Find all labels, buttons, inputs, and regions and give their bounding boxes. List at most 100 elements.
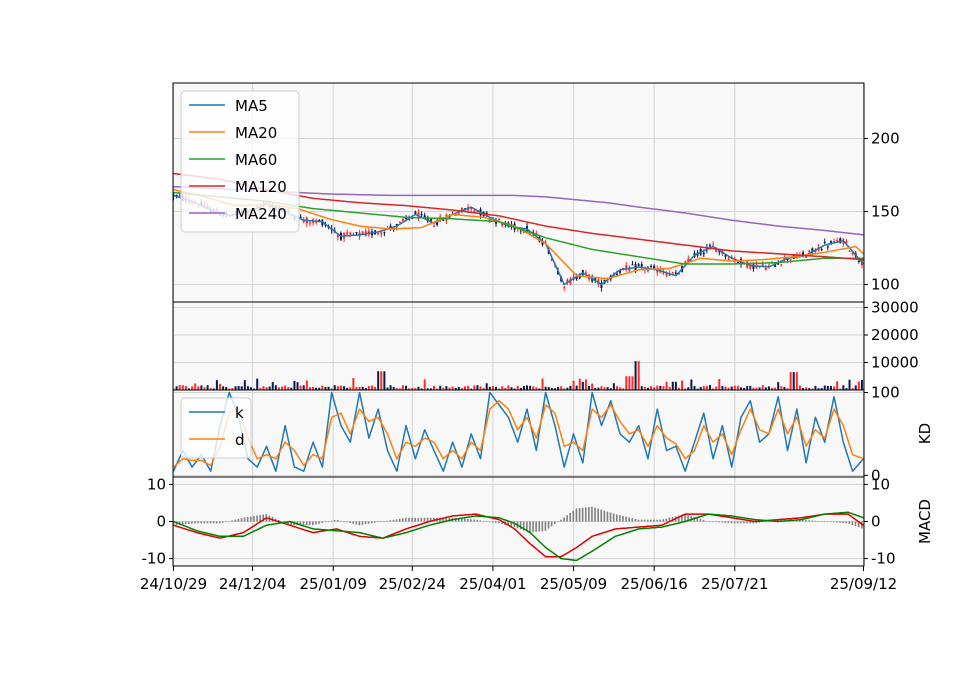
macd-hist-bar	[541, 521, 544, 532]
macd-hist-bar	[566, 515, 568, 522]
macd-hist-bar	[470, 519, 472, 522]
macd-hist-bar	[476, 519, 479, 522]
candle-body	[476, 211, 479, 213]
volume-bar	[640, 386, 643, 390]
macd-hist-bar	[374, 521, 376, 523]
macd-hist-bar	[324, 521, 327, 523]
volume-bar	[643, 386, 646, 390]
macd-hist-bar	[826, 521, 829, 523]
volume-bar	[305, 380, 308, 390]
volume-bar	[743, 387, 746, 390]
macd-hist-bar	[736, 521, 739, 524]
volume-bar	[820, 388, 823, 390]
volume-bar	[181, 385, 184, 390]
macd-hist-bar	[253, 516, 255, 522]
volume-bar	[315, 387, 318, 390]
macd-hist-bar	[411, 517, 413, 522]
volume-bar	[237, 386, 240, 390]
candle-body	[302, 220, 305, 223]
candle-body	[777, 262, 780, 265]
macd-hist-bar	[191, 521, 193, 524]
macd-hist-bar	[848, 521, 851, 524]
macd-hist-bar	[575, 508, 578, 522]
macd-panel-border	[172, 476, 865, 567]
candle-body	[485, 212, 488, 214]
macd-hist-bar	[312, 521, 314, 526]
volume-bar	[733, 385, 736, 390]
volume-bar	[600, 386, 603, 390]
candle-body	[702, 252, 705, 255]
volume-bar	[708, 385, 711, 390]
macd-hist-bar	[805, 520, 807, 522]
volume-bar	[367, 386, 370, 390]
price-legend-label-ma5: MA5	[235, 97, 268, 115]
volume-bar	[271, 382, 274, 390]
macd-hist-bar	[423, 517, 426, 522]
volume-bar	[470, 388, 473, 390]
candle-body	[436, 222, 439, 225]
macd-hist-bar	[727, 521, 730, 524]
candle-body	[299, 216, 302, 218]
volume-bar	[352, 378, 355, 390]
candle-body	[820, 249, 823, 251]
macd-hist-bar	[287, 521, 289, 525]
price-legend: MA5 MA20 MA60 MA120 MA240	[180, 90, 300, 233]
macd-hist-bar	[705, 521, 708, 522]
volume-bar	[473, 385, 476, 390]
macd-hist-bar	[550, 521, 553, 527]
price-legend-label-ma120: MA120	[235, 178, 287, 196]
volume-bar	[225, 386, 228, 390]
volume-bar	[771, 387, 774, 390]
x-axis: 24/10/29 24/12/04 25/01/09 25/02/24 25/04/01…	[140, 566, 897, 593]
price-legend-label-ma20: MA20	[235, 124, 277, 142]
macd-hist-bar	[594, 507, 596, 522]
volume-bar	[829, 385, 832, 390]
macd-hist-bar	[501, 521, 503, 525]
candle-body	[544, 241, 547, 243]
candle-body	[752, 264, 755, 269]
macd-hist-bar	[222, 521, 224, 523]
candle-body	[541, 241, 544, 245]
volume-bar	[746, 386, 749, 390]
volume-bar	[575, 385, 578, 390]
volume-bar	[448, 387, 451, 390]
candle-body	[308, 222, 311, 224]
volume-bar	[507, 385, 510, 390]
kd-ylabel: KD	[916, 423, 934, 444]
panel-price: MA5 MA20 MA60 MA120 MA240	[172, 83, 865, 302]
macd-hist-bar	[333, 520, 336, 522]
candle-body	[687, 258, 690, 262]
x-tick-label: 25/09/12	[830, 575, 897, 593]
macd-ytick-label-right: -10	[871, 550, 896, 568]
macd-hist-bar	[650, 519, 652, 522]
candle-body	[727, 258, 730, 260]
candle-body	[848, 250, 851, 252]
volume-bar	[482, 387, 485, 390]
volume-bar	[299, 385, 302, 390]
candle-body	[411, 217, 414, 219]
candle-body	[175, 195, 178, 197]
macd-hist-bar	[749, 521, 751, 524]
volume-bar	[668, 386, 671, 390]
volume-bar	[712, 388, 715, 390]
candle-body	[653, 265, 656, 269]
volume-bar	[405, 385, 408, 390]
volume-bar	[178, 385, 181, 390]
volume-bar	[845, 388, 848, 390]
candle-body	[420, 213, 423, 216]
volume-bar	[702, 386, 705, 390]
kd-legend-label-k: k	[235, 404, 244, 422]
macd-series-dem	[173, 511, 864, 562]
macd-hist-bar	[718, 521, 720, 523]
macd-hist-bar	[529, 521, 531, 533]
volume-bar	[513, 388, 516, 390]
candle-body	[826, 246, 829, 248]
macd-hist-bar	[724, 521, 727, 523]
candle-body	[668, 273, 671, 276]
volume-bar	[690, 379, 693, 390]
macd-hist-bar	[609, 512, 612, 522]
panel-macd	[172, 477, 864, 566]
candle-body	[622, 267, 625, 270]
volume-bar	[386, 387, 389, 390]
